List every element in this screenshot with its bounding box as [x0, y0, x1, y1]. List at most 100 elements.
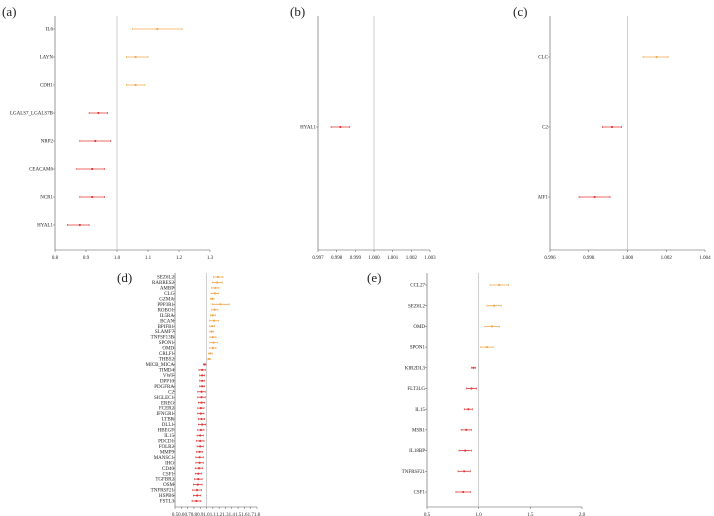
estimate-point — [201, 385, 204, 388]
estimate-point — [655, 55, 658, 59]
category-label: CCL27 — [410, 284, 425, 289]
category-label: IL15 — [415, 408, 425, 413]
x-tick-label: 0.5 — [424, 513, 431, 516]
category-label: OMD — [162, 347, 174, 352]
estimate-point — [78, 223, 81, 227]
category-label: AIF1 — [537, 196, 548, 201]
category-label: IL15 — [164, 434, 174, 439]
estimate-point — [462, 490, 465, 494]
estimate-point — [200, 390, 203, 393]
x-tick-label: 0.9 — [83, 256, 90, 261]
category-label: EREG — [161, 401, 174, 406]
panel-e-label: (e) — [367, 270, 381, 285]
category-label: CRLF1 — [159, 352, 175, 357]
x-tick-label: 1.7 — [248, 513, 255, 516]
category-label: SPON1 — [159, 341, 175, 346]
x-tick-label: 1.0 — [476, 513, 483, 516]
category-label: FSTL3 — [160, 500, 175, 505]
estimate-point — [200, 396, 203, 399]
category-label: IL5RA — [160, 314, 175, 319]
estimate-point — [195, 488, 199, 492]
x-tick-label: 1.4 — [229, 513, 236, 516]
category-label: FLT3LG — [407, 387, 425, 392]
x-tick-label: 1.000 — [368, 256, 380, 261]
estimate-point — [219, 303, 222, 306]
estimate-point — [467, 408, 470, 411]
estimate-point — [210, 330, 213, 333]
category-label: SPON1 — [410, 346, 426, 351]
category-label: DPP10 — [160, 379, 175, 384]
x-tick-label: 0.8 — [191, 513, 198, 516]
estimate-point — [134, 83, 137, 87]
estimate-point — [199, 445, 202, 448]
estimate-point — [213, 292, 216, 295]
estimate-point — [134, 55, 137, 59]
x-tick-label: 0.5 — [172, 513, 179, 516]
x-tick-label: 1.004 — [699, 256, 711, 261]
panel-a: (a) 0.8 0.9 1.0 1.1 1.2 1.3 IL6 LAYN CDH1 LGALS7_… — [2, 4, 214, 261]
category-label: FCER2 — [159, 407, 175, 412]
estimate-point — [199, 434, 202, 437]
estimate-point — [198, 450, 201, 453]
x-tick-label: 0.999 — [350, 256, 362, 261]
category-label: IFNGR1 — [156, 412, 174, 417]
category-label: THBS2 — [159, 358, 175, 363]
category-label: SEZ6L2 — [157, 276, 174, 281]
x-tick-label: 1.000 — [622, 256, 634, 261]
estimate-point — [199, 412, 202, 415]
category-label: BCAN — [160, 319, 174, 324]
estimate-point — [203, 363, 206, 366]
estimate-point — [216, 281, 219, 284]
estimate-point — [199, 428, 202, 432]
category-label: PPP3R1 — [157, 303, 174, 308]
x-tick-label: 1.3 — [207, 256, 214, 261]
x-tick-label: 1.0 — [203, 513, 210, 516]
estimate-point — [156, 27, 159, 31]
category-label: AMBP — [160, 287, 174, 292]
category-label: MICB_MICA — [146, 363, 175, 368]
x-tick-label: 0.998 — [331, 256, 343, 261]
category-label: CLC — [164, 292, 174, 297]
panel-b: (b) 0.997 0.998 0.999 1.000 1.001 1.002 1.003 H… — [290, 4, 436, 261]
estimate-point — [198, 456, 201, 459]
category-label: KIR2DL3 — [405, 366, 426, 371]
category-label: FOLR2 — [159, 445, 175, 450]
category-label: SEZ6L2 — [408, 304, 425, 309]
estimate-point — [195, 499, 198, 503]
x-tick-label: 1.8 — [254, 513, 261, 516]
x-tick-label: 1.002 — [661, 256, 673, 261]
x-tick-label: 0.9 — [197, 513, 204, 516]
estimate-point — [214, 286, 217, 290]
estimate-point — [200, 401, 203, 404]
panel-c-label: (c) — [513, 4, 527, 19]
category-label: HBEGF — [158, 429, 175, 434]
estimate-point — [463, 470, 466, 473]
estimate-point — [493, 304, 496, 307]
x-tick-label: 1.6 — [241, 513, 248, 516]
estimate-point — [201, 423, 204, 426]
estimate-point — [195, 494, 199, 497]
category-label: IHG — [165, 461, 174, 466]
estimate-point — [491, 325, 494, 328]
panel-a-label: (a) — [2, 4, 16, 19]
category-label: CDH1 — [40, 84, 54, 89]
x-tick-label: 0.6 — [178, 513, 185, 516]
category-label: CSF1 — [163, 472, 175, 477]
x-tick-label: 1.5 — [527, 513, 534, 516]
category-label: TIMD4 — [159, 368, 175, 373]
estimate-point — [470, 387, 473, 390]
panel-d: (d) 0.5 0.6 0.7 0.8 0.9 1.0 1.1 1.2 1.3 1.4 1.5 1.6… — [117, 270, 261, 516]
category-label: SIGLEC1 — [154, 396, 175, 401]
category-label: MSR1 — [412, 429, 426, 434]
estimate-point — [209, 352, 212, 355]
category-label: VWF — [163, 374, 174, 379]
x-tick-label: 1.001 — [387, 256, 399, 261]
category-label: OSM — [163, 483, 174, 488]
x-tick-label: 2.0 — [579, 513, 586, 516]
category-label: RARRES2 — [152, 281, 174, 286]
panel-b-label: (b) — [290, 4, 305, 19]
category-label: CEACAM6 — [29, 168, 53, 173]
x-tick-label: 1.1 — [210, 513, 217, 516]
category-label: GZMA — [159, 297, 174, 302]
